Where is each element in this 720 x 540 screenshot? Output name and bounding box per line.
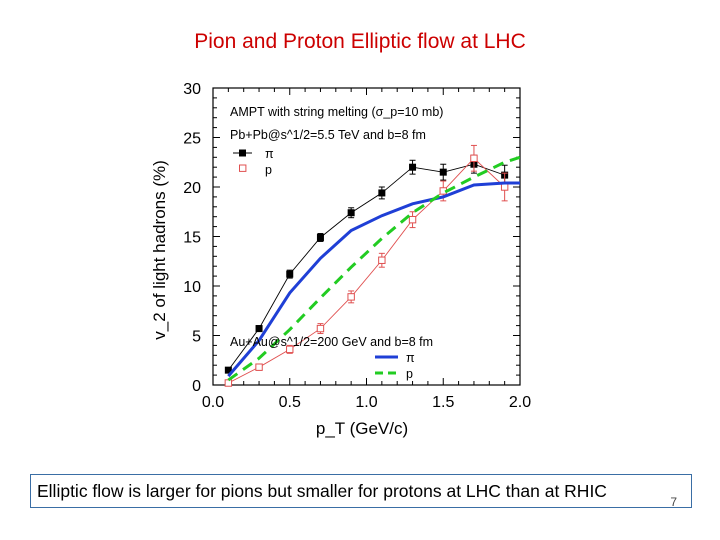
legend-lhc-header: Pb+Pb@s^1/2=5.5 TeV and b=8 fm [230,128,426,142]
data-point-pion-lhc [378,189,386,197]
y-axis-label: v_2 of light hadrons (%) [150,160,169,340]
y-tick-label: 15 [183,230,201,247]
x-axis-label: p_T (GeV/c) [316,419,408,438]
x-tick-label: 2.0 [509,394,531,411]
data-point-proton-lhc [347,293,355,301]
caption-box: Elliptic flow is larger for pions but sm… [30,474,692,509]
legend-marker-pion-lhc [239,149,246,157]
data-point-pion-lhc [316,233,324,241]
data-point-pion-lhc [286,270,294,278]
data-point-proton-lhc [255,363,263,371]
data-point-proton-lhc [378,256,386,264]
data-point-pion-lhc [409,163,417,171]
legend-label-proton-rhic: p [406,367,413,381]
data-point-pion-lhc [439,168,447,176]
legend-rhic-header: Au+Au@s^1/2=200 GeV and b=8 fm [230,335,433,349]
y-tick-label: 0 [192,378,201,395]
slide-title: Pion and Proton Elliptic flow at LHC [194,30,526,53]
series-line-rhic-proton [227,155,520,382]
legend-label-pion-rhic: π [406,351,415,365]
data-point-proton-lhc [286,345,294,354]
y-tick-label: 25 [183,131,201,148]
data-point-pion-lhc [224,366,232,374]
x-tick-label: 0.5 [279,394,301,411]
series-line-lhc-proton [228,157,505,384]
y-tick-label: 5 [192,329,201,346]
legend-label-pion-lhc: π [265,147,274,161]
y-tick-label: 20 [183,180,201,197]
y-tick-label: 30 [183,81,201,98]
series-line-rhic-pion [227,181,520,378]
data-point-pion-lhc [347,209,355,217]
annotation-ampt: AMPT with string melting (σ_p=10 mb) [230,105,443,119]
x-tick-label: 1.0 [355,394,377,411]
data-point-proton-lhc [500,183,509,191]
data-point-proton-lhc [470,154,478,162]
y-tick-label: 10 [183,279,201,296]
data-point-pion-lhc [255,325,263,333]
data-point-proton-lhc [408,215,417,224]
page-number: 7 [670,495,677,509]
legend-label-proton-lhc: p [265,163,272,177]
legend-marker-proton-lhc [239,164,247,172]
data-point-proton-lhc [316,324,325,333]
caption-text: Elliptic flow is larger for pions but sm… [37,481,607,501]
series-line-lhc-pion [227,163,505,371]
x-tick-label: 0.0 [202,394,224,411]
data-point-proton-lhc [224,379,233,387]
x-tick-label: 1.5 [432,394,454,411]
v2-chart: 0.0 0.5 1.0 1.5 2.0 0 5 10 15 20 25 30 AMPT with st… [150,81,531,438]
